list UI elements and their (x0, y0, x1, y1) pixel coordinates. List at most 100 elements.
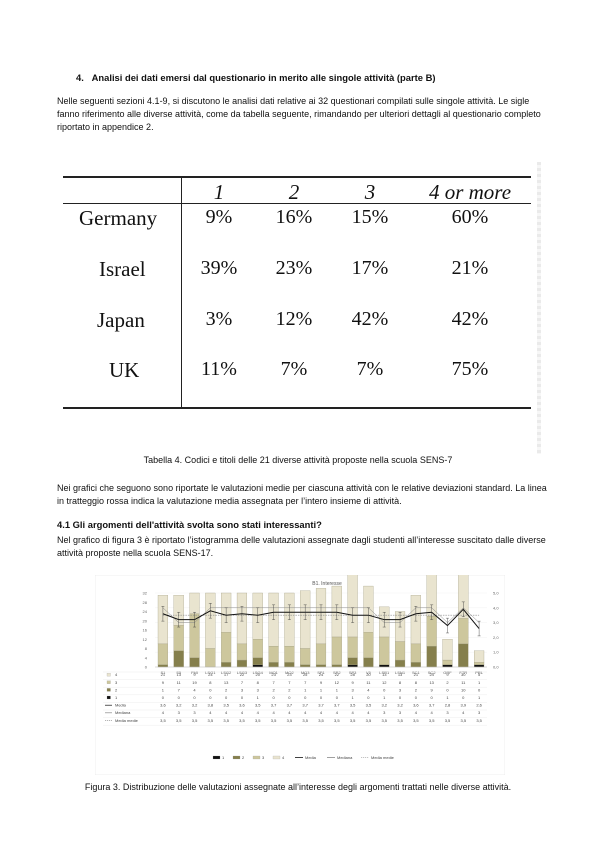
row-swatch (106, 695, 111, 700)
row-label: 2 (115, 687, 118, 692)
table-value: 4 (241, 710, 244, 715)
table-value: 3,5 (255, 718, 261, 723)
category-label: SC2 (428, 670, 437, 675)
table-value: 3,5 (445, 718, 451, 723)
category-label: SP3 (349, 670, 357, 675)
left-tick-label: 0 (145, 665, 148, 670)
table-value: 3,5 (302, 718, 308, 723)
table-caption: Tabella 4. Codici e titoli delle 21 dive… (143, 455, 453, 465)
table-value: 12 (335, 680, 340, 685)
bar-segment-3 (300, 648, 311, 665)
legend-label: 1 (222, 755, 225, 760)
bar-segment-2 (236, 659, 248, 668)
category-label: GRF (443, 670, 452, 675)
legend-label: 4 (282, 755, 285, 760)
table-value: 8 (209, 680, 212, 685)
table-country: Japan (97, 308, 145, 332)
table-value: 3,7 (429, 703, 435, 708)
table-top-rule (63, 176, 531, 178)
table-value: 2 (288, 687, 291, 692)
category-label: LSN1 (395, 670, 406, 675)
bar-segment-2 (221, 662, 232, 668)
bar-segment-4 (442, 639, 453, 661)
table-value: 13 (429, 680, 434, 685)
table-value: 0 (415, 695, 418, 700)
table-value: 3,5 (334, 718, 340, 723)
table-value: 13 (382, 672, 387, 677)
table-value: 25 (303, 672, 308, 677)
category-label: LSG1 (205, 670, 216, 675)
category-label: S1 (160, 670, 166, 675)
table-value: 1 (162, 687, 165, 692)
table-value: 3,6 (160, 703, 166, 708)
table-value: 4 (352, 710, 355, 715)
category-label: FTR (459, 670, 467, 675)
table-value: 3 (178, 710, 181, 715)
table-value: 0 (431, 695, 434, 700)
table-value: 3,5 (476, 718, 482, 723)
table-value: 4 (415, 710, 418, 715)
table-value: 8 (415, 680, 418, 685)
table-value: 20 (256, 672, 261, 677)
table-value: 24 (319, 672, 324, 677)
table-value: 3,8 (208, 703, 214, 708)
bar-segment-3 (315, 643, 327, 665)
table-value: 13 (398, 672, 403, 677)
bar-segment-3 (173, 625, 184, 651)
table-value: 0 (383, 687, 386, 692)
bar-segment-2 (410, 662, 421, 668)
bar-segment-2 (394, 659, 406, 668)
table-value: 0 (209, 695, 212, 700)
table-value: 3 (241, 687, 244, 692)
table-value: 3,7 (287, 703, 293, 708)
bar-segment-2 (284, 662, 295, 668)
table-value: 3 (446, 710, 449, 715)
table-value: 3,5 (429, 718, 435, 723)
table-value: 9 (352, 680, 355, 685)
table-value: 0 (336, 695, 339, 700)
bar-segment-2 (315, 664, 327, 668)
legend-swatch (272, 755, 281, 760)
table-value: 3,5 (350, 718, 356, 723)
bar-segment-2 (363, 657, 374, 668)
table-value: 3,5 (255, 703, 261, 708)
table-value: 2 (446, 680, 449, 685)
table-header-rule (63, 203, 531, 204)
table-value: 3,9 (461, 703, 467, 708)
bar-segment-3 (394, 641, 406, 661)
category-label: S5 (176, 670, 182, 675)
paragraph-2: Nei grafici che seguono sono riportate l… (57, 483, 547, 506)
chart-title: B1. Interesse (312, 581, 342, 587)
table-value: 4 (304, 710, 307, 715)
right-tick-label: 0,0 (493, 665, 499, 670)
table-value: 3,2 (176, 703, 182, 708)
table-country: UK (109, 358, 140, 382)
left-tick-label: 4 (145, 655, 148, 660)
table-header-4: 4 or more (428, 180, 512, 204)
table-cell: 21% (451, 257, 489, 279)
row-label: Media medie (115, 718, 139, 723)
bar-segment-3 (458, 618, 469, 645)
bar-segment-3 (363, 632, 374, 658)
table-value: 19 (192, 680, 197, 685)
table-value: 3,5 (208, 718, 214, 723)
country-table: 1 2 3 4 or more Germany 9% 16% 15% 60% I… (63, 160, 531, 415)
table-value: 1 (304, 687, 307, 692)
right-tick-label: 4,0 (493, 605, 499, 610)
bar-segment-2 (189, 657, 200, 668)
table-cell: 7% (356, 358, 384, 380)
table-value: 3,5 (223, 718, 229, 723)
table-value: 9 (320, 680, 323, 685)
row-swatch (106, 673, 111, 677)
bar-segment-4 (189, 592, 200, 614)
table-value: 1 (446, 695, 449, 700)
category-label: LSG3 (237, 670, 248, 675)
table-value: 4 (288, 710, 291, 715)
category-label: MO3 (301, 670, 310, 675)
table-value: 5 (478, 672, 481, 677)
bar-segment-3 (410, 643, 421, 663)
table-cell: 3% (205, 308, 233, 330)
table-country: Germany (79, 206, 158, 230)
bar-segment-2 (458, 643, 469, 668)
table-header-1: 1 (213, 180, 225, 204)
